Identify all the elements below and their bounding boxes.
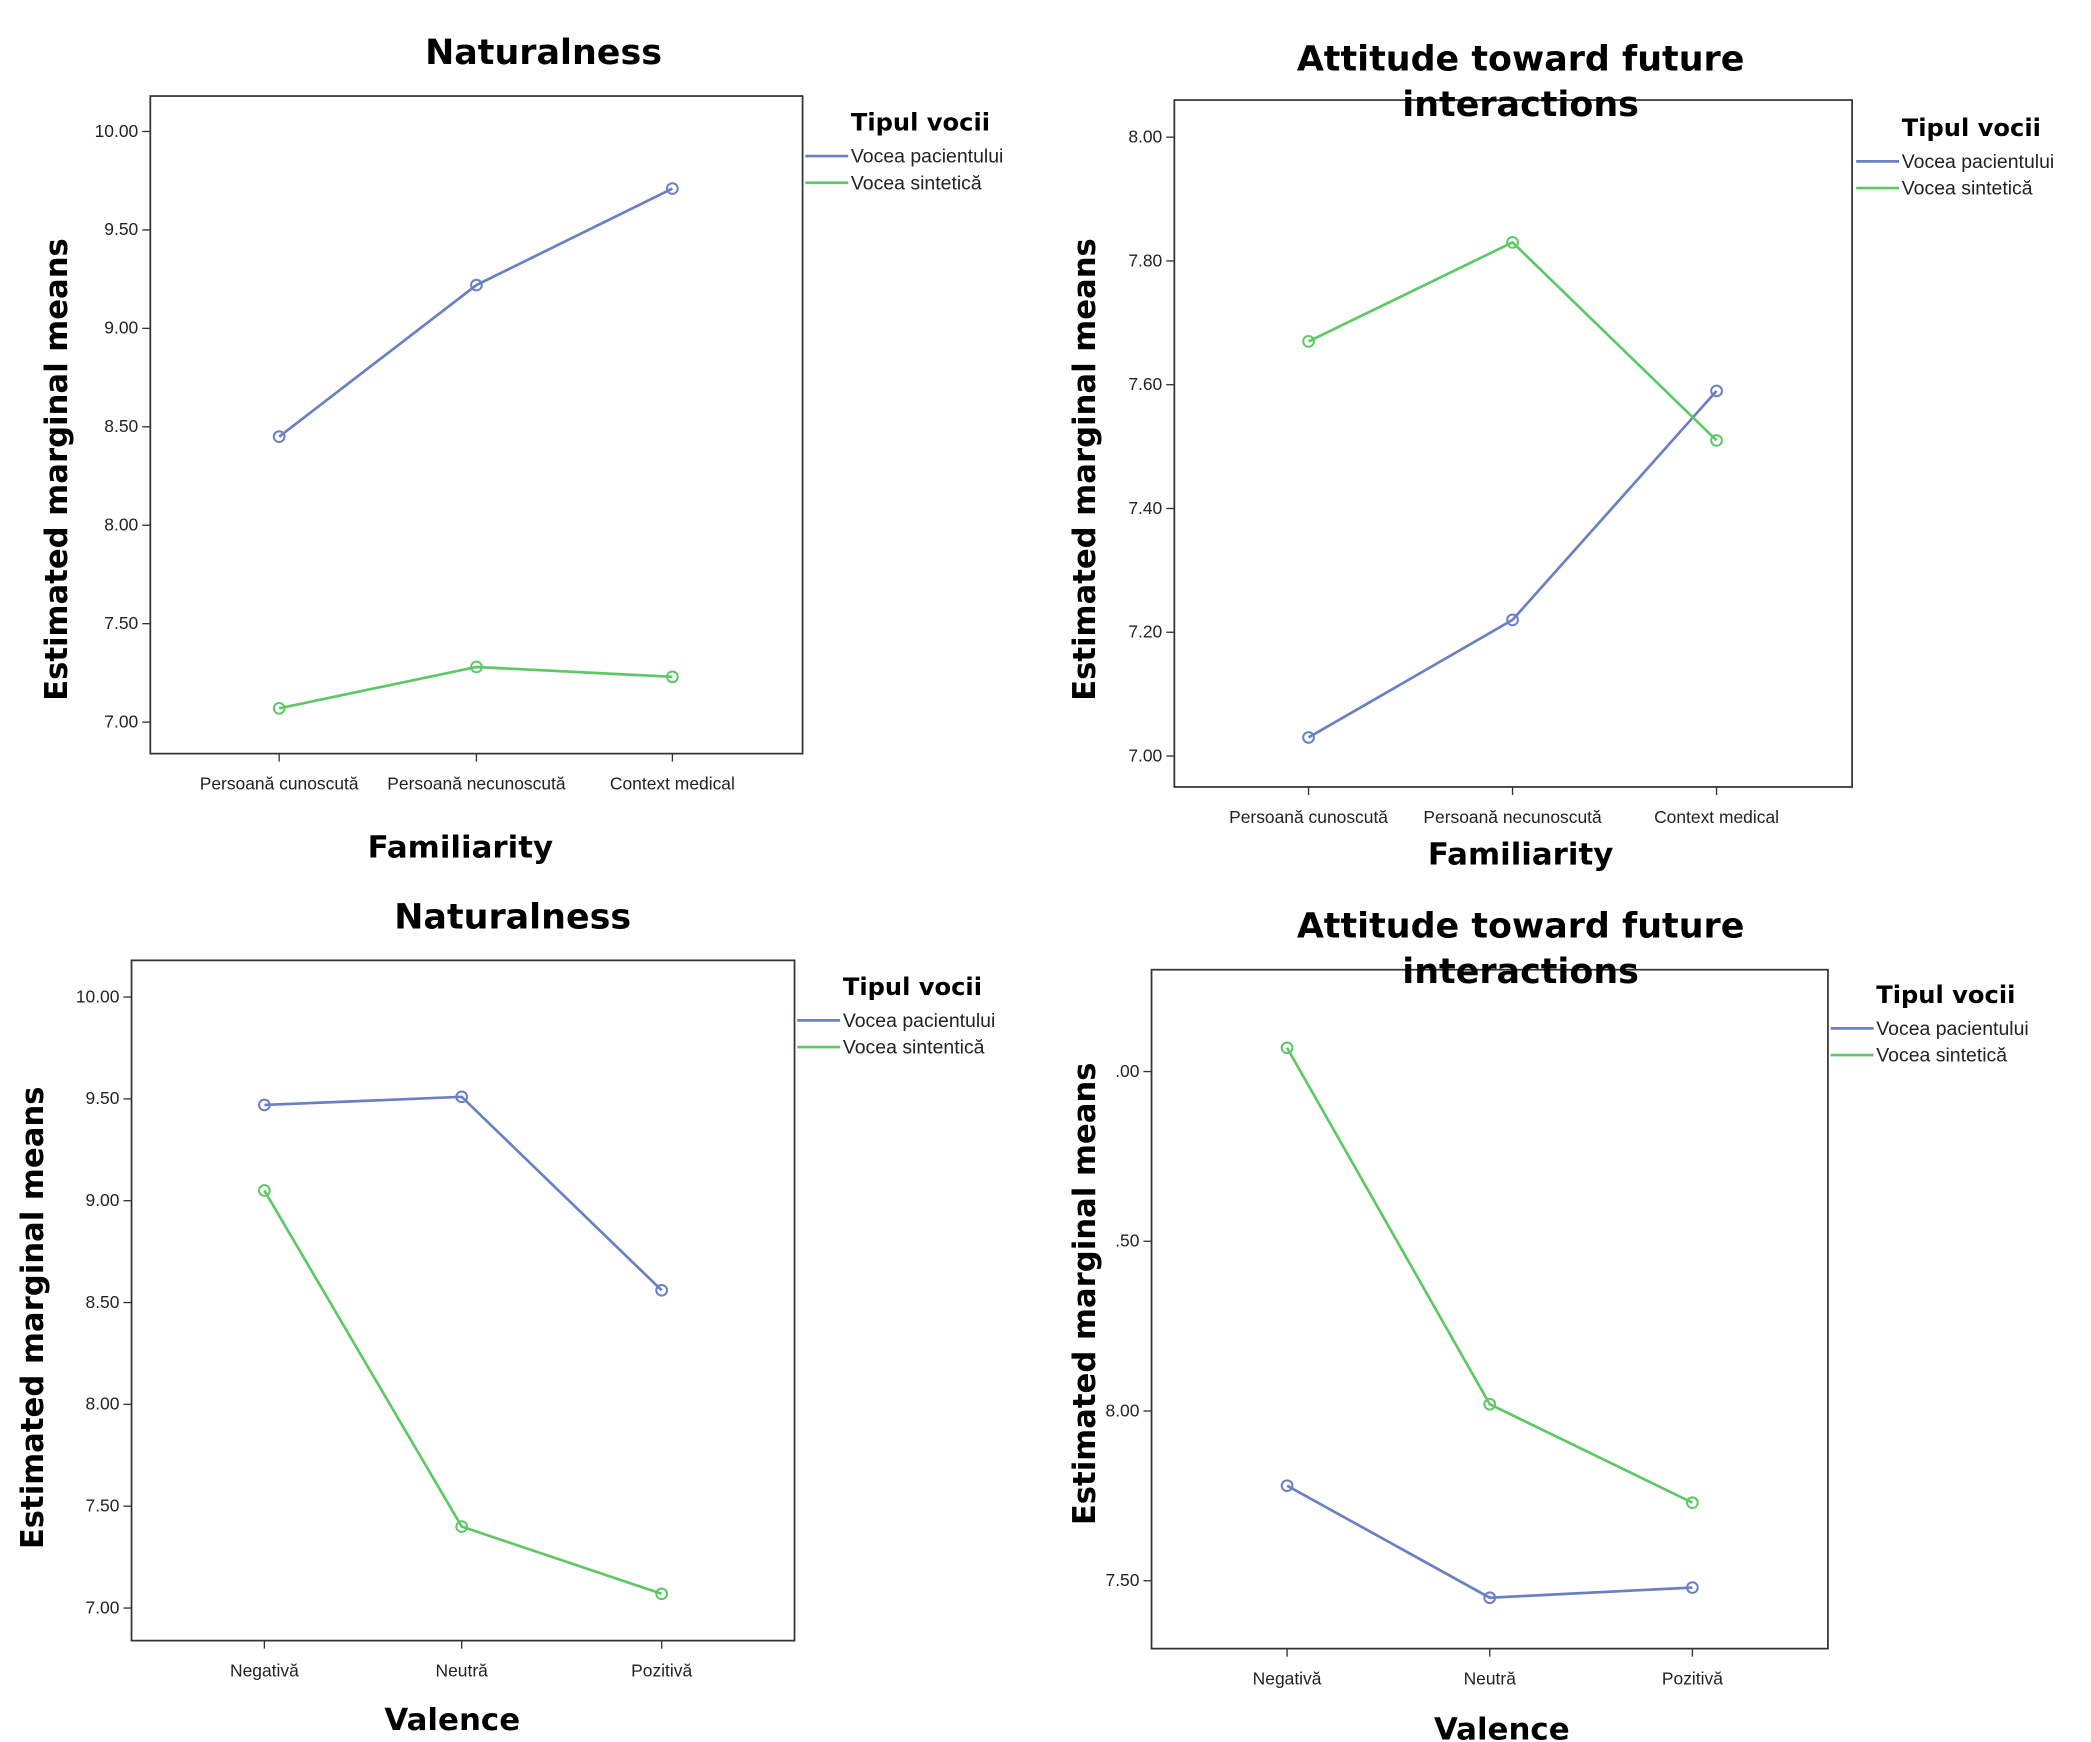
x-tick-label: Neutră: [436, 1661, 489, 1681]
series-line: [263, 1189, 663, 1596]
legend-label: Vocea sintetică: [851, 172, 982, 194]
chart-title: Naturalness: [394, 897, 631, 937]
data-point: [455, 1520, 469, 1533]
legend-label: Vocea sintetică: [1902, 178, 2033, 200]
data-point: [258, 1184, 271, 1197]
x-tick-label: Pozitivă: [631, 1661, 692, 1681]
x-axis-label: Valence: [384, 1702, 520, 1738]
x-tick-label: Negativă: [1253, 1669, 1322, 1689]
x-tick-label: Context medical: [610, 774, 735, 794]
x-tick-label: Pozitivă: [1662, 1669, 1723, 1689]
y-axis-label: Estimated marginal means: [1067, 1062, 1103, 1525]
series-line: [1307, 240, 1718, 442]
data-point: [455, 1090, 469, 1104]
y-tick-label: 9.50: [86, 1088, 120, 1108]
legend-label: Vocea pacientului: [851, 146, 1003, 168]
data-point: [655, 1283, 669, 1297]
legend-label: Vocea sintetică: [1876, 1045, 2007, 1067]
y-tick-label: 7.20: [1128, 622, 1162, 642]
x-axis-label: Familiarity: [1428, 836, 1613, 872]
data-point: [1483, 1591, 1497, 1605]
x-tick-label: Neutră: [1464, 1669, 1517, 1689]
data-point: [655, 1587, 669, 1601]
legend-label: Vocea pacientului: [843, 1010, 995, 1032]
data-point: [1280, 1041, 1294, 1055]
y-tick-label: 7.80: [1128, 250, 1162, 270]
legend-label: Vocea pacientului: [1876, 1018, 2028, 1040]
y-axis-label: Estimated marginal means: [15, 1087, 51, 1550]
y-tick-label: 9.00: [104, 318, 138, 338]
legend-label: Vocea sintentică: [843, 1037, 985, 1059]
data-point: [666, 182, 679, 195]
data-point: [272, 430, 286, 443]
data-point: [1302, 731, 1315, 744]
data-point: [1483, 1397, 1497, 1411]
data-point: [1710, 434, 1723, 447]
y-tick-label: 7.50: [1106, 1570, 1140, 1590]
plot-frame: [149, 95, 804, 755]
plot-frame: [1173, 99, 1853, 788]
x-tick-label: Persoană cunoscută: [200, 774, 359, 794]
data-point: [1302, 335, 1315, 348]
legend-title: Tipul vocii: [1902, 114, 2041, 142]
legend-title: Tipul vocii: [843, 973, 982, 1001]
y-tick-label: 8.00: [86, 1394, 120, 1414]
y-tick-label: 8.00: [104, 515, 138, 535]
y-tick-label: 7.60: [1128, 374, 1162, 394]
legend-title: Tipul vocii: [1876, 981, 2015, 1009]
data-point: [1280, 1479, 1294, 1493]
legend-title: Tipul vocii: [851, 109, 990, 137]
y-tick-label: 8.50: [104, 416, 138, 436]
legend-label: Vocea pacientului: [1902, 151, 2054, 173]
data-point: [470, 278, 483, 292]
x-axis-label: Valence: [1434, 1711, 1570, 1742]
y-tick-label: 10.00: [76, 986, 120, 1006]
data-point: [1710, 384, 1723, 398]
data-point: [1686, 1496, 1699, 1509]
x-tick-label: Persoană necunoscută: [1423, 807, 1602, 827]
y-tick-label: 7.00: [104, 712, 138, 732]
x-tick-label: Persoană cunoscută: [1229, 807, 1388, 827]
y-tick-label: 9.50: [104, 219, 138, 239]
x-tick-label: Context medical: [1654, 807, 1779, 827]
y-tick-label: .00: [1115, 1061, 1139, 1081]
y-axis-label: Estimated marginal means: [1067, 238, 1103, 701]
data-point: [258, 1098, 271, 1112]
y-tick-label: 7.40: [1128, 498, 1162, 518]
y-axis-label: Estimated marginal means: [39, 238, 75, 701]
data-point: [470, 660, 483, 674]
y-tick-label: 8.00: [1106, 1400, 1140, 1420]
y-tick-label: .50: [1115, 1231, 1139, 1251]
y-tick-label: 9.00: [86, 1190, 120, 1210]
y-tick-label: 7.50: [86, 1496, 120, 1516]
data-point: [1506, 613, 1519, 627]
series-line: [278, 187, 673, 438]
x-axis-label: Familiarity: [368, 830, 553, 866]
y-tick-label: 7.50: [104, 613, 138, 633]
chart-title: Attitude toward future interactions: [1297, 907, 1745, 992]
series-line: [264, 1095, 663, 1292]
chart-title: Naturalness: [425, 33, 662, 73]
y-tick-label: 8.00: [1128, 127, 1162, 147]
series-line: [1307, 390, 1718, 739]
x-tick-label: Persoană necunoscută: [387, 774, 566, 794]
data-point: [1506, 236, 1519, 249]
x-tick-label: Negativă: [230, 1661, 299, 1681]
y-tick-label: 7.00: [1128, 745, 1162, 765]
data-point: [1686, 1581, 1699, 1594]
series-line: [1285, 1047, 1693, 1504]
plot-frame: [1150, 968, 1829, 1650]
series-line: [278, 665, 673, 710]
y-tick-label: 10.00: [95, 121, 139, 141]
y-tick-label: 7.00: [86, 1597, 120, 1617]
data-point: [272, 702, 286, 715]
plot-frame: [130, 959, 796, 1642]
series-line: [1286, 1484, 1693, 1600]
chart-title: Attitude toward future interactions: [1297, 40, 1745, 125]
data-point: [666, 670, 679, 684]
y-tick-label: 8.50: [86, 1292, 120, 1312]
